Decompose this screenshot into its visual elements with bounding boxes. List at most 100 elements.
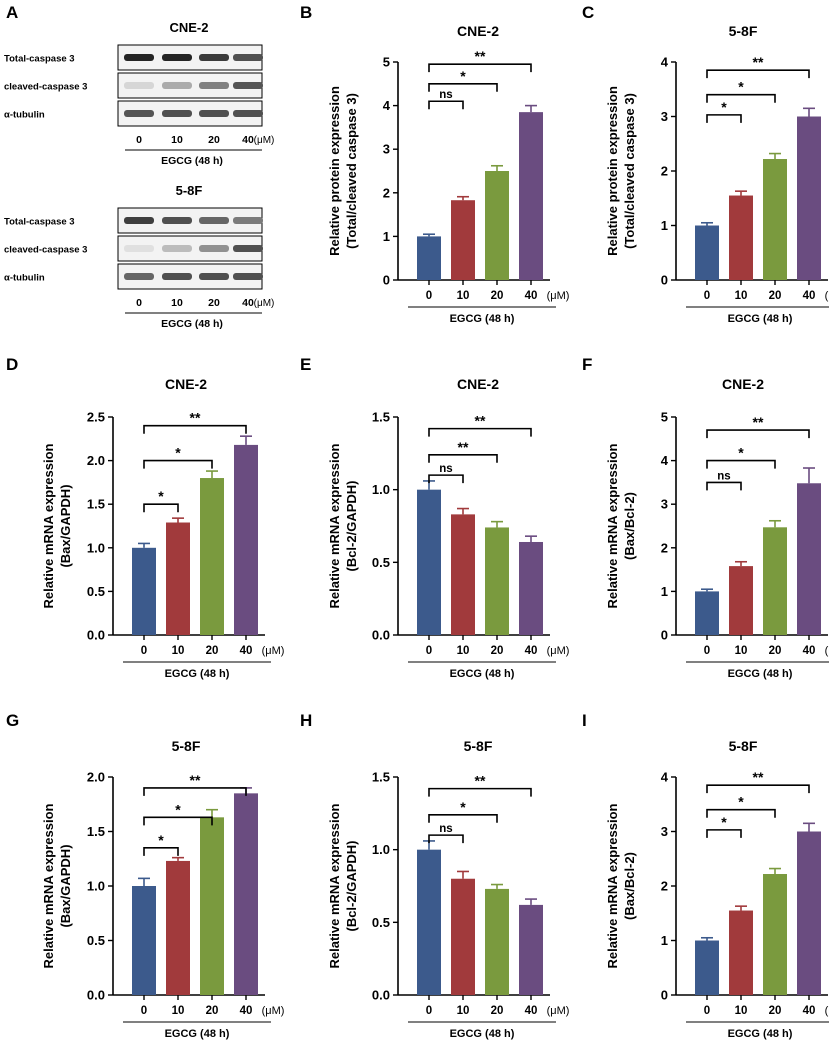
bar	[519, 904, 543, 995]
significance-bracket	[706, 481, 742, 491]
significance-label: *	[738, 79, 744, 95]
significance-bracket	[706, 784, 810, 794]
bar	[451, 200, 475, 280]
y-tick-label: 0.0	[372, 628, 390, 643]
blot-row-label: Total-caspase 3	[4, 54, 75, 65]
significance-label: **	[190, 772, 201, 788]
x-tick-label: 0	[704, 645, 710, 657]
blot-dose-label: 40	[242, 134, 254, 146]
x-tick-label: 10	[172, 1005, 185, 1017]
significance-label: **	[475, 48, 486, 64]
significance-label: *	[175, 801, 181, 817]
y-tick-label: 3	[661, 497, 668, 512]
y-axis-label-secondary: (Bcl-2/GAPDH)	[344, 840, 359, 931]
bar	[797, 116, 821, 280]
x-tick-label: 20	[491, 1005, 504, 1017]
significance-bracket	[428, 834, 464, 844]
chart-title: 5-8F	[464, 738, 493, 754]
significance-label: ns	[717, 470, 730, 482]
bar	[729, 566, 753, 635]
y-tick-label: 4	[661, 770, 669, 785]
bar	[200, 817, 224, 995]
bar	[695, 225, 719, 280]
x-axis-label: EGCG (48 h)	[728, 668, 793, 680]
y-tick-label: 1.5	[372, 410, 390, 425]
x-axis-label: EGCG (48 h)	[728, 313, 793, 325]
significance-label: *	[175, 445, 181, 461]
significance-bracket	[706, 69, 810, 79]
blot-treatment-label: EGCG (48 h)	[161, 318, 223, 330]
bar	[519, 541, 543, 635]
x-axis-label: EGCG (48 h)	[450, 313, 515, 325]
significance-bracket	[706, 429, 810, 439]
blot-dose-label: 10	[171, 297, 183, 309]
blot-dose-label: 20	[208, 134, 220, 146]
y-axis-label: Relative mRNA expression	[605, 803, 620, 968]
significance-label: **	[458, 439, 469, 455]
significance-bracket	[428, 83, 498, 92]
y-tick-label: 1.0	[87, 540, 105, 555]
significance-bracket	[428, 453, 498, 463]
significance-bracket	[428, 100, 464, 110]
bar	[417, 849, 441, 995]
bar	[417, 489, 441, 635]
y-tick-label: 4	[383, 98, 391, 113]
x-unit-label: (μM)	[547, 290, 570, 302]
bar	[200, 478, 224, 635]
blot-band	[199, 217, 229, 224]
y-tick-label: 0.5	[87, 584, 105, 599]
panel-letter-g: G	[6, 711, 19, 730]
chart-title: CNE-2	[457, 376, 499, 392]
y-tick-label: 3	[661, 824, 668, 839]
y-axis-label-secondary: (Bax/Bcl-2)	[622, 492, 637, 560]
y-axis-label-secondary: (Total/cleaved caspase 3)	[344, 93, 359, 249]
y-axis-label: Relative mRNA expression	[327, 443, 342, 608]
x-unit-label: (μM)	[825, 1005, 829, 1017]
blot-band	[162, 245, 192, 252]
significance-label: *	[158, 488, 164, 504]
significance-bracket	[143, 459, 213, 469]
chart-title: CNE-2	[165, 376, 207, 392]
x-tick-label: 20	[491, 645, 504, 657]
x-tick-label: 20	[769, 1005, 782, 1017]
y-tick-label: 0	[661, 273, 668, 288]
bar	[451, 878, 475, 995]
significance-bracket	[428, 474, 464, 484]
blot-row-label: α-tubulin	[4, 110, 45, 121]
significance-label: **	[190, 410, 201, 426]
x-unit-label: (μM)	[547, 1005, 570, 1017]
y-axis-label-secondary: (Bcl-2/GAPDH)	[344, 480, 359, 571]
x-tick-label: 0	[141, 645, 147, 657]
x-tick-label: 10	[457, 290, 470, 302]
x-tick-label: 20	[769, 290, 782, 302]
x-tick-label: 40	[240, 645, 253, 657]
blot-band	[199, 54, 229, 61]
significance-bracket	[706, 114, 742, 123]
y-tick-label: 0.5	[87, 933, 105, 948]
y-tick-label: 2	[383, 185, 390, 200]
y-tick-label: 2	[661, 164, 668, 179]
blot-dose-label: 0	[136, 297, 142, 309]
y-axis-label: Relative protein expression	[327, 86, 342, 256]
blot-band	[162, 217, 192, 224]
blot-band	[162, 82, 192, 89]
chart-title: 5-8F	[729, 738, 758, 754]
blot-58f: 5-8F Total-caspase 3 cleaved-caspase 3 α-tu…	[4, 183, 274, 330]
x-tick-label: 40	[240, 1005, 253, 1017]
bar	[166, 860, 190, 995]
x-tick-label: 0	[704, 290, 710, 302]
panel-letter-f: F	[582, 355, 592, 374]
x-axis-label: EGCG (48 h)	[165, 1028, 230, 1040]
x-tick-label: 40	[803, 645, 816, 657]
x-tick-label: 40	[803, 1005, 816, 1017]
y-axis-label: Relative mRNA expression	[41, 803, 56, 968]
bar	[763, 159, 787, 280]
blot-band	[124, 110, 154, 117]
x-unit-label: (μM)	[547, 645, 570, 657]
y-tick-label: 2.0	[87, 453, 105, 468]
y-tick-label: 0.5	[372, 555, 390, 570]
blot-row-label: α-tubulin	[4, 273, 45, 284]
x-tick-label: 0	[141, 1005, 147, 1017]
x-tick-label: 10	[172, 645, 185, 657]
